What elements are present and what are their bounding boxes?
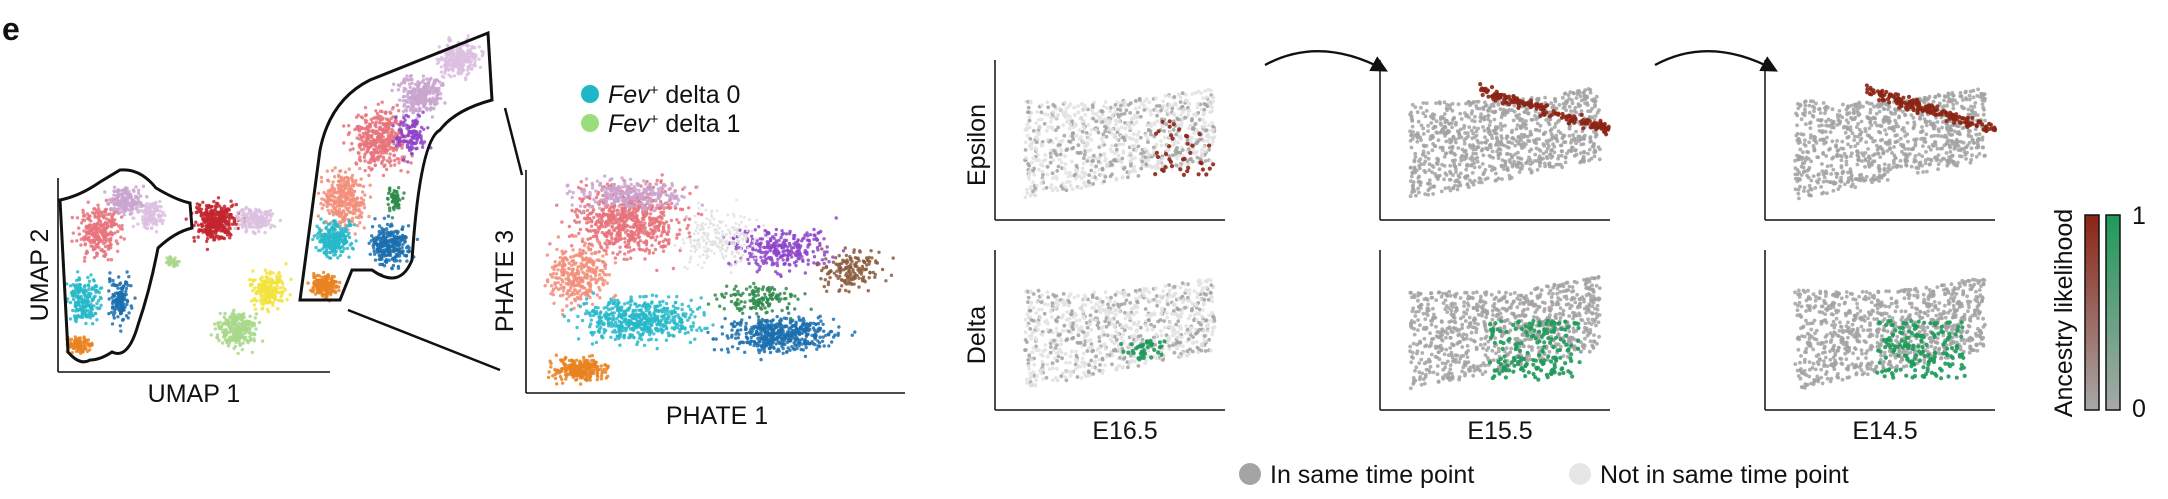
umap-plot: UMAP 1 UMAP 2: [26, 168, 330, 408]
panel-delta-e14-5: [1764, 250, 1995, 411]
arrow-e15-to-e14: [1654, 50, 1778, 72]
panel-epsilon-e16-5: [994, 60, 1225, 221]
colorbar-min-label: 0: [2132, 395, 2146, 423]
arc-scatter-points: [306, 34, 485, 303]
umap-y-label: UMAP 2: [26, 229, 54, 322]
umap-scatter-points: [65, 184, 293, 356]
legend-dot-delta0: [581, 85, 599, 103]
col-label-e14-5: E14.5: [1852, 417, 1917, 445]
col-label-e16-5: E16.5: [1092, 417, 1157, 445]
legend-label-delta1: Fev+ delta 1: [608, 110, 740, 138]
phate-scatter-points: [543, 173, 895, 386]
colorbar-max-label: 1: [2132, 202, 2146, 230]
legend-label-same: In same time point: [1270, 461, 1474, 489]
arrow-e16-to-e15: [1264, 50, 1388, 72]
panel-epsilon-e14-5: [1764, 60, 1997, 221]
umap-outline: [58, 168, 194, 364]
panel-delta-e15-5: [1379, 250, 1610, 411]
legend-dot-same: [1239, 463, 1261, 485]
phate-x-label: PHATE 1: [666, 402, 768, 430]
zoom-line-top: [503, 107, 524, 176]
legend-label-delta0: Fev+ delta 0: [608, 81, 740, 109]
cluster-legend: Fev+ delta 0 Fev+ delta 1: [581, 81, 740, 138]
umap-x-label: UMAP 1: [148, 380, 241, 408]
panel-letter: e: [2, 11, 20, 47]
colorbar-epsilon: [2084, 214, 2100, 411]
phate-plot: PHATE 1 PHATE 3: [491, 170, 905, 430]
row-label-epsilon: Epsilon: [963, 104, 991, 186]
arc-zoom: [298, 30, 524, 372]
arc-outline: [298, 30, 494, 302]
ancestry-grid: [994, 60, 1997, 411]
row-label-delta: Delta: [963, 306, 991, 364]
colorbar-label: Ancestry likelihood: [2050, 209, 2078, 417]
col-label-e15-5: E15.5: [1467, 417, 1532, 445]
legend-dot-not-same: [1569, 463, 1591, 485]
timepoint-legend: In same time point Not in same time poin…: [1239, 461, 1849, 489]
zoom-line-bottom: [347, 308, 501, 372]
legend-label-not-same: Not in same time point: [1600, 461, 1849, 489]
ancestry-colorbar: Ancestry likelihood 1 0: [2050, 202, 2146, 423]
legend-dot-delta1: [581, 114, 599, 132]
colorbar-delta: [2105, 214, 2121, 411]
panel-delta-e16-5: [994, 250, 1225, 411]
panel-epsilon-e15-5: [1379, 60, 1611, 221]
phate-y-label: PHATE 3: [491, 230, 519, 332]
